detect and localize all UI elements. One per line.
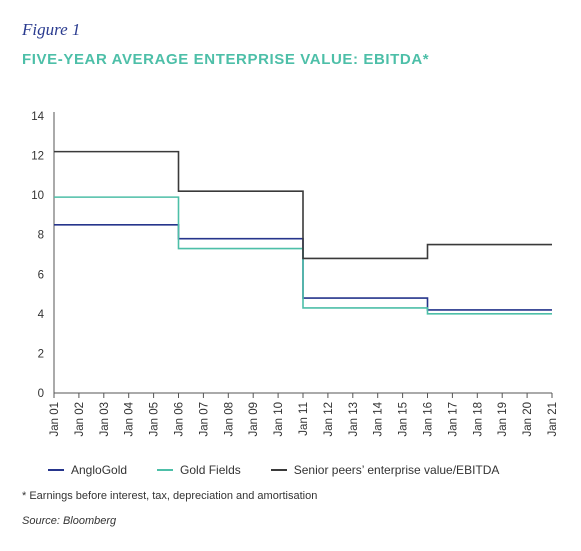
x-tick-label: Jan 15 <box>398 402 410 437</box>
legend-label-peers: Senior peers’ enterprise value/EBITDA <box>293 463 500 477</box>
x-tick-label: Jan 04 <box>124 401 136 436</box>
line-chart: 0 2 4 6 8 10 12 14 Jan 01 Jan 02 Jan 03 Jan 04 Jan 0… <box>31 111 559 437</box>
y-tick-label: 2 <box>38 348 44 360</box>
y-tick-label: 12 <box>31 151 44 163</box>
series-line-goldfields <box>54 196 552 315</box>
x-tick-label: Jan 14 <box>373 401 385 436</box>
series-line-peers <box>54 150 552 260</box>
y-tick-label: 14 <box>31 111 44 123</box>
legend-swatch-goldfields <box>157 469 174 471</box>
x-tick-label: Jan 07 <box>198 402 210 437</box>
x-tick-label: Jan 20 <box>522 402 534 437</box>
x-tick-label: Jan 13 <box>348 402 360 437</box>
x-tick-label: Jan 21 <box>547 402 559 437</box>
y-tick-label: 4 <box>38 309 45 321</box>
figure-label: Figure 1 <box>22 20 81 39</box>
footnote: * Earnings before interest, tax, depreci… <box>22 490 318 502</box>
legend-label-goldfields: Gold Fields <box>180 463 241 477</box>
x-tick-label: Jan 17 <box>447 402 459 437</box>
x-tick-label: Jan 08 <box>223 402 235 437</box>
y-tick-label: 0 <box>38 388 44 400</box>
legend-item-peers: Senior peers’ enterprise value/EBITDA <box>270 463 500 477</box>
x-tick-label: Jan 01 <box>49 402 61 437</box>
x-tick-label: Jan 12 <box>323 402 335 437</box>
legend-item-goldfields: Gold Fields <box>157 463 241 477</box>
x-tick-label: Jan 05 <box>149 402 161 437</box>
source-note: Source: Bloomberg <box>22 515 117 527</box>
x-tick-label: Jan 03 <box>99 402 111 437</box>
y-tick-label: 10 <box>31 190 44 202</box>
legend: AngloGold Gold Fields Senior peers’ ente… <box>48 463 529 477</box>
chart-title: FIVE-YEAR AVERAGE ENTERPRISE VALUE: EBIT… <box>22 51 430 68</box>
y-tick-label: 8 <box>38 230 44 242</box>
legend-swatch-anglogold <box>48 469 64 471</box>
legend-label-anglogold: AngloGold <box>71 463 128 477</box>
x-tick-label: Jan 19 <box>497 402 509 437</box>
y-tick-label: 6 <box>38 269 44 281</box>
x-tick-label: Jan 09 <box>248 402 260 437</box>
x-tick-label: Jan 18 <box>472 402 484 437</box>
x-tick-label: Jan 16 <box>423 402 435 437</box>
legend-item-anglogold: AngloGold <box>48 463 127 477</box>
legend-swatch-peers <box>270 469 287 471</box>
x-tick-label: Jan 10 <box>273 402 285 437</box>
x-tick-label: Jan 11 <box>298 402 310 436</box>
x-tick-label: Jan 06 <box>174 402 186 437</box>
x-tick-label: Jan 02 <box>74 402 86 437</box>
